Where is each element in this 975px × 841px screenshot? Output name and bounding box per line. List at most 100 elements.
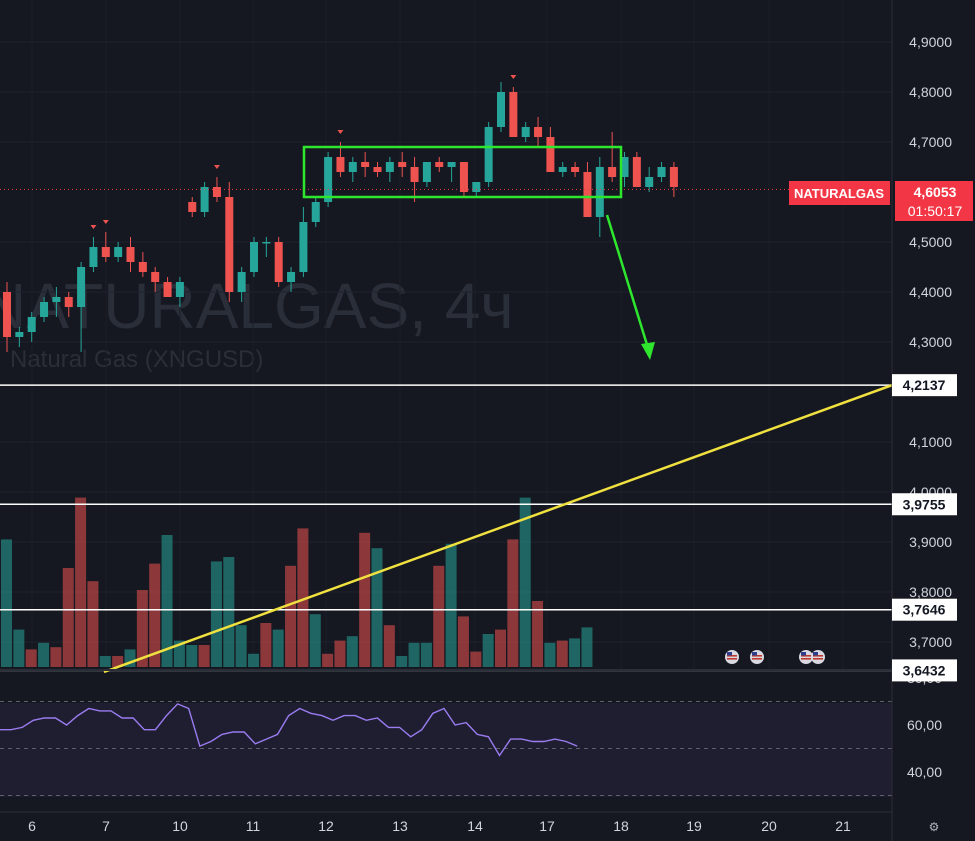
level-label-box [892,598,957,621]
rising-trendline[interactable] [103,383,893,674]
candle-body [212,187,221,197]
volume-bar [161,535,173,667]
time-tick-label: 10 [172,818,188,834]
badge-symbol: NATURALGAS [794,186,884,201]
candle-body [324,157,333,202]
volume-bar [50,647,62,667]
time-axis[interactable]: 6 7 10 11 12 13 14 17 18 19 20 21 [28,818,851,834]
candle-body [200,187,209,212]
price-tick-label: 4,9000 [909,34,952,50]
volume-bar [359,532,371,667]
volume-bar [272,629,284,667]
candle-body [188,202,197,212]
candle-body [163,282,172,297]
candle-body [583,172,592,217]
candle-body [250,242,258,272]
candle-body [64,297,73,307]
us-flag-icon[interactable] [750,650,764,664]
signal-marker [337,130,344,134]
candle-body [509,92,518,137]
time-tick-label: 14 [467,818,483,834]
candle-body [138,262,147,272]
event-icons[interactable] [725,650,825,664]
candle-body [422,162,431,182]
target-arrow[interactable] [605,214,655,360]
level-label-box [892,659,957,682]
volume-bars [1,497,593,667]
us-flag-icon[interactable] [725,650,739,664]
time-tick-label: 20 [761,818,777,834]
signal-marker [213,165,220,169]
rsi-tick-label: 60,00 [907,717,942,733]
volume-bar [124,649,136,667]
volume-bar [544,642,556,667]
volume-bar [322,653,334,667]
volume-bar [445,543,457,667]
volume-bar [457,616,469,667]
signal-marker [102,220,109,224]
volume-bar [581,627,593,667]
candle-body [435,162,444,167]
candle-body [114,247,123,257]
candle-body [373,167,382,172]
badge-price: 4,6053 [914,184,957,200]
candle-body [151,272,160,282]
time-tick-label: 18 [613,818,629,834]
candle-body [40,302,49,317]
volume-bar [495,629,506,667]
candle-body [447,162,456,167]
candle-body [497,92,505,127]
volume-bar [210,561,222,667]
candle-body [385,162,394,172]
time-tick-label: 21 [835,818,851,834]
volume-bar [198,645,210,667]
volume-bar [75,497,87,667]
volume-bar [13,629,25,667]
candle-body [348,162,357,172]
badge-countdown: 01:50:17 [908,203,963,219]
candle-body [361,162,370,167]
price-badge[interactable]: NATURALGAS 4,6053 01:50:17 [789,181,973,221]
volume-bar [507,539,519,667]
volume-bar [149,563,161,667]
volume-bar [383,625,395,667]
us-flag-icon[interactable] [811,650,825,664]
consolidation-box[interactable] [302,145,623,199]
volume-bar [569,638,581,667]
settings-icon[interactable]: ⚙ [929,820,940,834]
volume-bar [334,640,346,667]
candle-body [27,317,36,332]
candle-body [175,282,184,297]
watermark-title: NATURALGAS, 4ч [0,270,514,342]
signal-marker [510,75,517,79]
volume-bar [248,653,259,667]
us-flag-icon[interactable] [799,650,813,664]
price-tick-label: 4,7000 [909,134,952,150]
candle-body [632,157,641,187]
signal-marker [90,225,97,229]
candle-body [274,242,283,282]
candle-body [657,167,666,177]
volume-bar [112,656,124,667]
candle-body [3,292,11,337]
volume-bar [532,601,544,667]
volume-bar [173,640,185,667]
time-tick-label: 17 [539,818,555,834]
candle-body [52,297,61,302]
time-tick-label: 7 [102,818,110,834]
candle-body [336,157,345,172]
level-label: 3,9755 [903,496,946,512]
candle-body [410,167,419,182]
volume-bar [62,568,74,667]
volume-bar [38,642,50,667]
volume-bar [1,539,12,667]
price-axis[interactable]: 4,9000 4,8000 4,7000 4,5000 4,4000 4,3000 4,10… [909,34,952,650]
volume-bar [87,581,99,667]
volume-bar [433,565,445,667]
candle-body [77,267,86,307]
candle-body [311,202,320,222]
volume-bar [309,614,321,667]
time-tick-label: 6 [28,818,36,834]
time-tick-label: 11 [246,818,261,834]
